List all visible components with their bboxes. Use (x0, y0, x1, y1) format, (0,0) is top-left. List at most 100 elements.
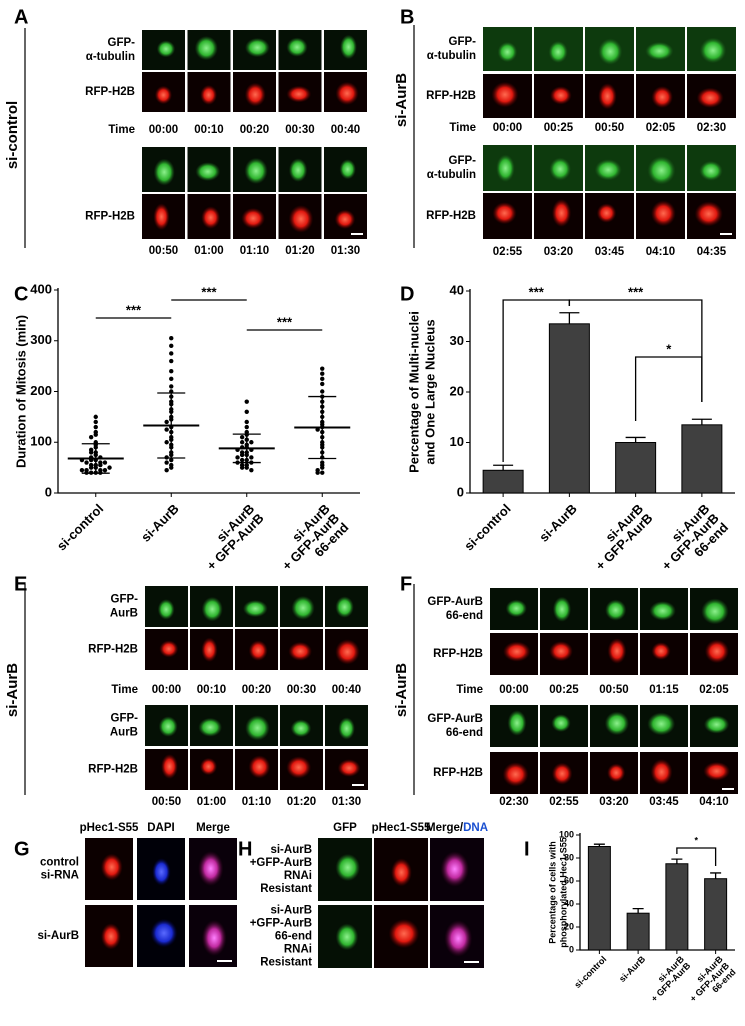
data-point (164, 467, 169, 473)
side-label: si-AurB (4, 663, 21, 717)
cell-signal (198, 717, 223, 737)
y-tick-label: 80 (564, 852, 574, 862)
time-stamp: 01:30 (331, 245, 360, 257)
time-stamp: 00:10 (194, 124, 223, 136)
panel-label: C (14, 283, 28, 305)
time-stamp: 01:20 (287, 796, 316, 808)
y-tick-label: 200 (30, 383, 52, 398)
data-point (320, 381, 325, 387)
row-label: +GFP-AurB (250, 918, 312, 930)
row-label: si-AurB (270, 844, 312, 856)
cell-signal (291, 595, 315, 620)
y-tick-label: 10 (450, 434, 464, 449)
cell-signal (244, 157, 268, 185)
row-label: 66-end (446, 727, 483, 739)
cell-signal (340, 34, 357, 60)
cell-signal (548, 40, 568, 64)
cell-signal (244, 82, 266, 107)
error-bar (81, 443, 110, 474)
time-stamp: 03:45 (595, 246, 625, 258)
data-point (244, 419, 249, 425)
y-axis-label: Duration of Mitosis (min) (13, 315, 28, 468)
header-part: DNA (463, 822, 488, 834)
x-tick-label: si-AurB (536, 501, 580, 545)
time-stamp: 03:20 (544, 246, 573, 258)
time-stamp: 03:20 (599, 796, 628, 808)
y-tick-label: 0 (457, 484, 464, 499)
time-stamp: 00:25 (544, 122, 574, 134)
time-stamp: 00:40 (332, 684, 361, 696)
bar (615, 442, 657, 494)
cell-signal (440, 851, 470, 887)
panel-label: A (14, 6, 28, 28)
row-label: GFP- (111, 594, 139, 606)
cell-signal (335, 853, 360, 882)
y-tick-label: 300 (30, 332, 52, 347)
time-stamp: 00:00 (499, 684, 528, 696)
time-stamp: 00:40 (331, 124, 360, 136)
cell-signal (150, 918, 178, 948)
x-tick-label: si-AurB (617, 954, 647, 984)
cell-signal (699, 37, 727, 64)
significance-label: *** (201, 284, 217, 299)
row-label: GFP- (449, 155, 477, 167)
y-tick-label: 20 (450, 383, 464, 398)
cell-signal (338, 717, 355, 740)
cell-signal (286, 85, 312, 103)
time-stamp: 01:00 (194, 245, 223, 257)
header-part: pHec1-S55 (80, 822, 139, 834)
cell-signal (607, 763, 626, 783)
header-part: pHec1-S55 (372, 822, 431, 834)
cell-signal (335, 923, 359, 951)
error-bar (625, 436, 646, 443)
cell-signal (158, 716, 178, 737)
cell-signal (154, 85, 173, 105)
time-label: Time (449, 122, 476, 134)
error-bar (493, 464, 514, 471)
cell-signal (241, 207, 266, 229)
data-point (169, 465, 174, 470)
panel-label: G (14, 838, 30, 860)
time-stamp: 00:30 (285, 124, 314, 136)
row-label: GFP-AurB (427, 596, 483, 608)
data-point (93, 419, 98, 425)
cell-signal (551, 714, 571, 733)
error-bar (308, 395, 337, 460)
cell-signal (549, 157, 572, 181)
error-bar (559, 312, 580, 324)
cell-signal (491, 81, 519, 108)
time-stamp: 01:10 (240, 245, 269, 257)
significance-label: *** (529, 284, 545, 299)
cell-signal (156, 40, 176, 58)
y-axis-label: Percentage of Multi-nuclei (406, 311, 421, 473)
time-label: Time (456, 684, 483, 696)
row-label: RFP-H2B (88, 644, 138, 656)
x-tick-label: si-control (572, 954, 608, 990)
bar (587, 846, 611, 951)
data-point (239, 457, 245, 463)
row-label: GFP- (111, 713, 139, 725)
cell-signal (650, 758, 673, 785)
y-tick-label: 40 (564, 898, 574, 908)
data-point (239, 465, 245, 470)
data-point (93, 414, 98, 420)
header-part: DAPI (147, 822, 174, 834)
cell-signal (334, 209, 356, 230)
row-label: α-tubulin (427, 169, 476, 181)
cell-signal (505, 599, 527, 618)
cell-signal (651, 85, 674, 109)
time-stamp: 00:50 (599, 684, 628, 696)
header-part: Merge (196, 822, 230, 834)
data-point (320, 389, 325, 394)
cell-signal (650, 200, 676, 227)
cell-signal (337, 759, 361, 777)
time-stamp: 02:05 (699, 684, 729, 696)
time-label: Time (111, 684, 138, 696)
data-point (244, 465, 249, 470)
data-point (249, 440, 254, 445)
y-axis-label: Percentage of cells with (547, 841, 557, 944)
row-label: α-tubulin (427, 50, 476, 62)
significance-label: * (666, 341, 672, 356)
time-stamp: 02:55 (493, 246, 523, 258)
significance-bracket (634, 356, 703, 421)
